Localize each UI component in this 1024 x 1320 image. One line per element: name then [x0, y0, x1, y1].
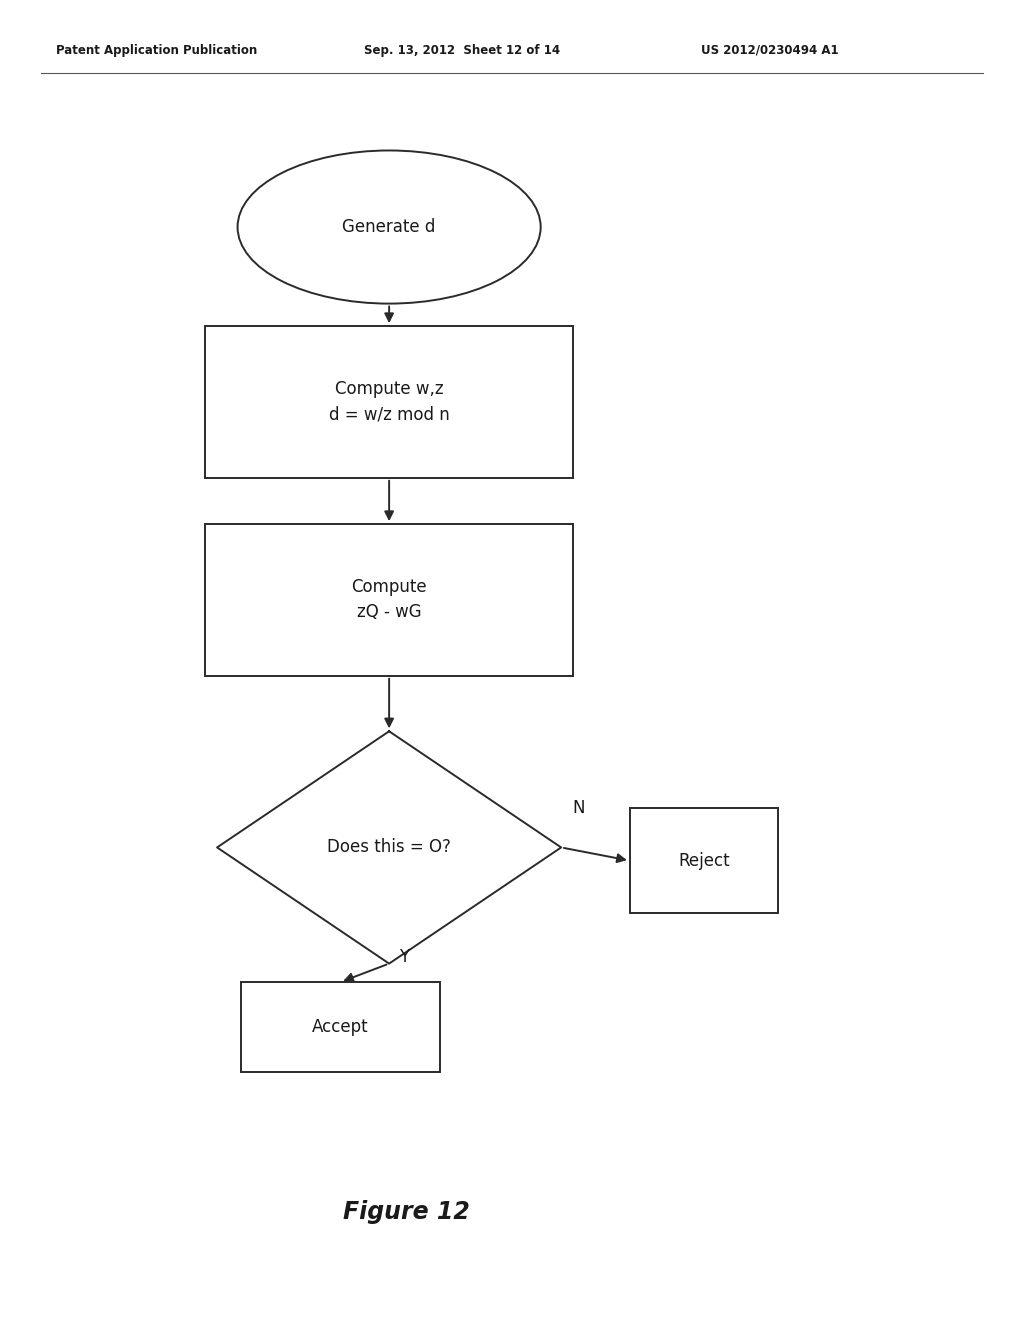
Text: US 2012/0230494 A1: US 2012/0230494 A1: [701, 44, 839, 57]
Text: Figure 12: Figure 12: [343, 1200, 470, 1224]
Text: Patent Application Publication: Patent Application Publication: [56, 44, 258, 57]
Text: Does this = O?: Does this = O?: [328, 838, 451, 857]
Bar: [630, 808, 778, 913]
Bar: [241, 982, 440, 1072]
Text: Generate d: Generate d: [342, 218, 436, 236]
Text: Compute w,z
d = w/z mod n: Compute w,z d = w/z mod n: [329, 380, 450, 424]
Text: Sep. 13, 2012  Sheet 12 of 14: Sep. 13, 2012 Sheet 12 of 14: [364, 44, 560, 57]
Text: Reject: Reject: [678, 851, 730, 870]
Text: Compute
zQ - wG: Compute zQ - wG: [351, 578, 427, 622]
Text: Accept: Accept: [312, 1018, 369, 1036]
Bar: [205, 326, 573, 478]
Text: N: N: [572, 799, 585, 817]
Bar: [205, 524, 573, 676]
Text: Y: Y: [399, 948, 410, 966]
